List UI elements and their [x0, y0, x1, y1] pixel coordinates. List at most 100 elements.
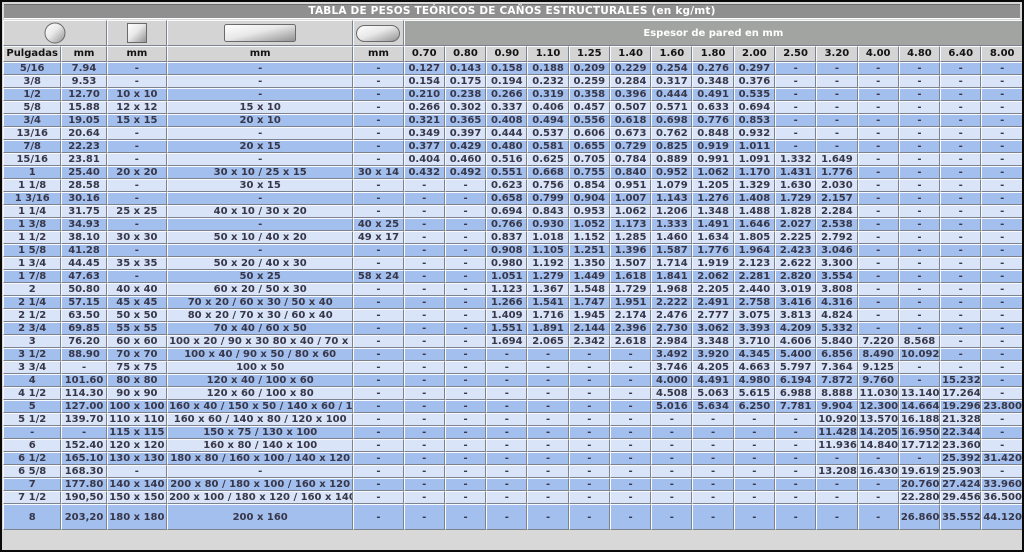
weight-value-cell: - — [981, 439, 1022, 452]
weight-value-cell: 1.079 — [651, 179, 693, 192]
weight-value-cell: - — [609, 439, 652, 452]
weight-value-cell: 2.440 — [733, 283, 776, 296]
weight-value-cell: - — [527, 452, 569, 465]
inches-cell: 3 1/2 — [3, 348, 62, 361]
weight-value-cell: - — [444, 257, 487, 270]
weight-value-cell: - — [486, 361, 528, 374]
weight-value-cell: - — [403, 387, 445, 400]
weight-value-cell: - — [775, 413, 817, 426]
weight-value-cell: 1.266 — [486, 296, 528, 309]
rectangular-size-cell: - — [167, 192, 354, 205]
weight-value-cell: - — [733, 426, 776, 439]
weight-value-cell: 1.828 — [775, 205, 817, 218]
diameter-mm-cell: 20.64 — [61, 127, 107, 140]
oval-size-cell: - — [353, 426, 404, 439]
rectangular-size-cell: 40 x 10 / 30 x 20 — [167, 205, 354, 218]
weight-value-cell: - — [403, 348, 445, 361]
weight-value-cell: - — [444, 439, 487, 452]
weight-value-cell: 1.409 — [486, 309, 528, 322]
weight-value-cell: 3.062 — [692, 322, 734, 335]
rectangular-size-cell: 200 x 160 — [167, 504, 354, 530]
weight-value-cell: 0.232 — [527, 75, 569, 88]
weight-value-cell: - — [403, 309, 445, 322]
inches-cell: 1 3/16 — [3, 192, 62, 205]
weight-value-cell: 0.932 — [733, 127, 776, 140]
weight-value-cell: 1.805 — [733, 231, 776, 244]
weight-value-cell: - — [816, 114, 858, 127]
weight-value-cell: - — [651, 413, 693, 426]
rectangular-size-cell: 150 x 75 / 130 x 100 — [167, 426, 354, 439]
weight-value-cell: - — [527, 426, 569, 439]
weight-value-cell: 0.908 — [486, 244, 528, 257]
weight-value-cell: - — [940, 179, 982, 192]
weight-value-cell: - — [733, 504, 776, 530]
oval-size-cell: - — [353, 205, 404, 218]
weight-value-cell: - — [444, 335, 487, 348]
thickness-column-header: 2.00 — [733, 46, 776, 62]
weight-value-cell: - — [486, 387, 528, 400]
rectangular-size-cell: 30 x 10 / 25 x 15 — [167, 166, 354, 179]
weight-value-cell: - — [981, 101, 1022, 114]
weight-value-cell: - — [898, 296, 941, 309]
round-tube-icon — [3, 20, 107, 46]
weight-value-cell: - — [609, 452, 652, 465]
weight-value-cell: - — [568, 504, 610, 530]
diameter-mm-cell: 22.23 — [61, 140, 107, 153]
weight-value-cell: 0.930 — [527, 218, 569, 231]
dimension-column-header: Pulgadas — [3, 46, 62, 62]
weight-value-cell: - — [609, 400, 652, 413]
weight-value-cell: 2.030 — [816, 179, 858, 192]
weight-value-cell: 2.027 — [775, 218, 817, 231]
weight-value-cell: 0.266 — [486, 88, 528, 101]
weight-value-cell: - — [940, 218, 982, 231]
weight-value-cell: - — [857, 127, 899, 140]
weight-value-cell: 1.431 — [775, 166, 817, 179]
weight-value-cell: - — [898, 361, 941, 374]
square-size-cell: - — [106, 140, 168, 153]
weight-value-cell: - — [775, 140, 817, 153]
weight-value-cell: 0.209 — [568, 62, 610, 75]
weight-value-cell: - — [981, 205, 1022, 218]
weight-value-cell: - — [775, 101, 817, 114]
weight-value-cell: - — [651, 504, 693, 530]
weight-value-cell: 1.332 — [775, 153, 817, 166]
weight-value-cell: 1.964 — [733, 244, 776, 257]
diameter-mm-cell: 177.80 — [61, 478, 107, 491]
table-row: 3 3/4-75 x 75 100 x 50- - - - - - -3.746 4.205 4.… — [3, 361, 1022, 374]
weight-value-cell: 25.903 — [940, 465, 982, 478]
weight-value-cell: 0.618 — [609, 114, 652, 127]
weight-value-cell: - — [775, 426, 817, 439]
weight-value-cell: - — [609, 387, 652, 400]
weight-value-cell: 0.843 — [527, 205, 569, 218]
weight-value-cell: 0.444 — [651, 88, 693, 101]
diameter-mm-cell: 7.94 — [61, 62, 107, 75]
weight-value-cell: 1.729 — [775, 192, 817, 205]
weight-value-cell: - — [981, 361, 1022, 374]
weight-value-cell: 1.052 — [568, 218, 610, 231]
weight-value-cell: 0.429 — [444, 140, 487, 153]
square-size-cell: 130 x 130 — [106, 452, 168, 465]
square-size-cell: 55 x 55 — [106, 322, 168, 335]
weight-value-cell: 8.490 — [857, 348, 899, 361]
weight-value-cell: - — [857, 140, 899, 153]
inches-cell: 3 — [3, 335, 62, 348]
oval-size-cell: - — [353, 62, 404, 75]
weight-value-cell: - — [692, 413, 734, 426]
oval-size-cell: - — [353, 192, 404, 205]
weight-value-cell: 0.698 — [651, 114, 693, 127]
weight-value-cell: - — [940, 140, 982, 153]
weight-value-cell: 5.332 — [816, 322, 858, 335]
weight-value-cell: 0.507 — [609, 101, 652, 114]
rectangular-size-cell: 50 x 10 / 40 x 20 — [167, 231, 354, 244]
weight-value-cell: 0.480 — [486, 140, 528, 153]
diameter-mm-cell: 23.81 — [61, 153, 107, 166]
weight-value-cell: - — [898, 205, 941, 218]
weight-value-cell: 1.649 — [816, 153, 858, 166]
weight-value-cell: 2.157 — [816, 192, 858, 205]
diameter-mm-cell: 30.16 — [61, 192, 107, 205]
weight-value-cell: 10.920 — [816, 413, 858, 426]
square-size-cell: 120 x 120 — [106, 439, 168, 452]
rectangular-size-cell: - — [167, 153, 354, 166]
weight-value-cell: - — [609, 465, 652, 478]
